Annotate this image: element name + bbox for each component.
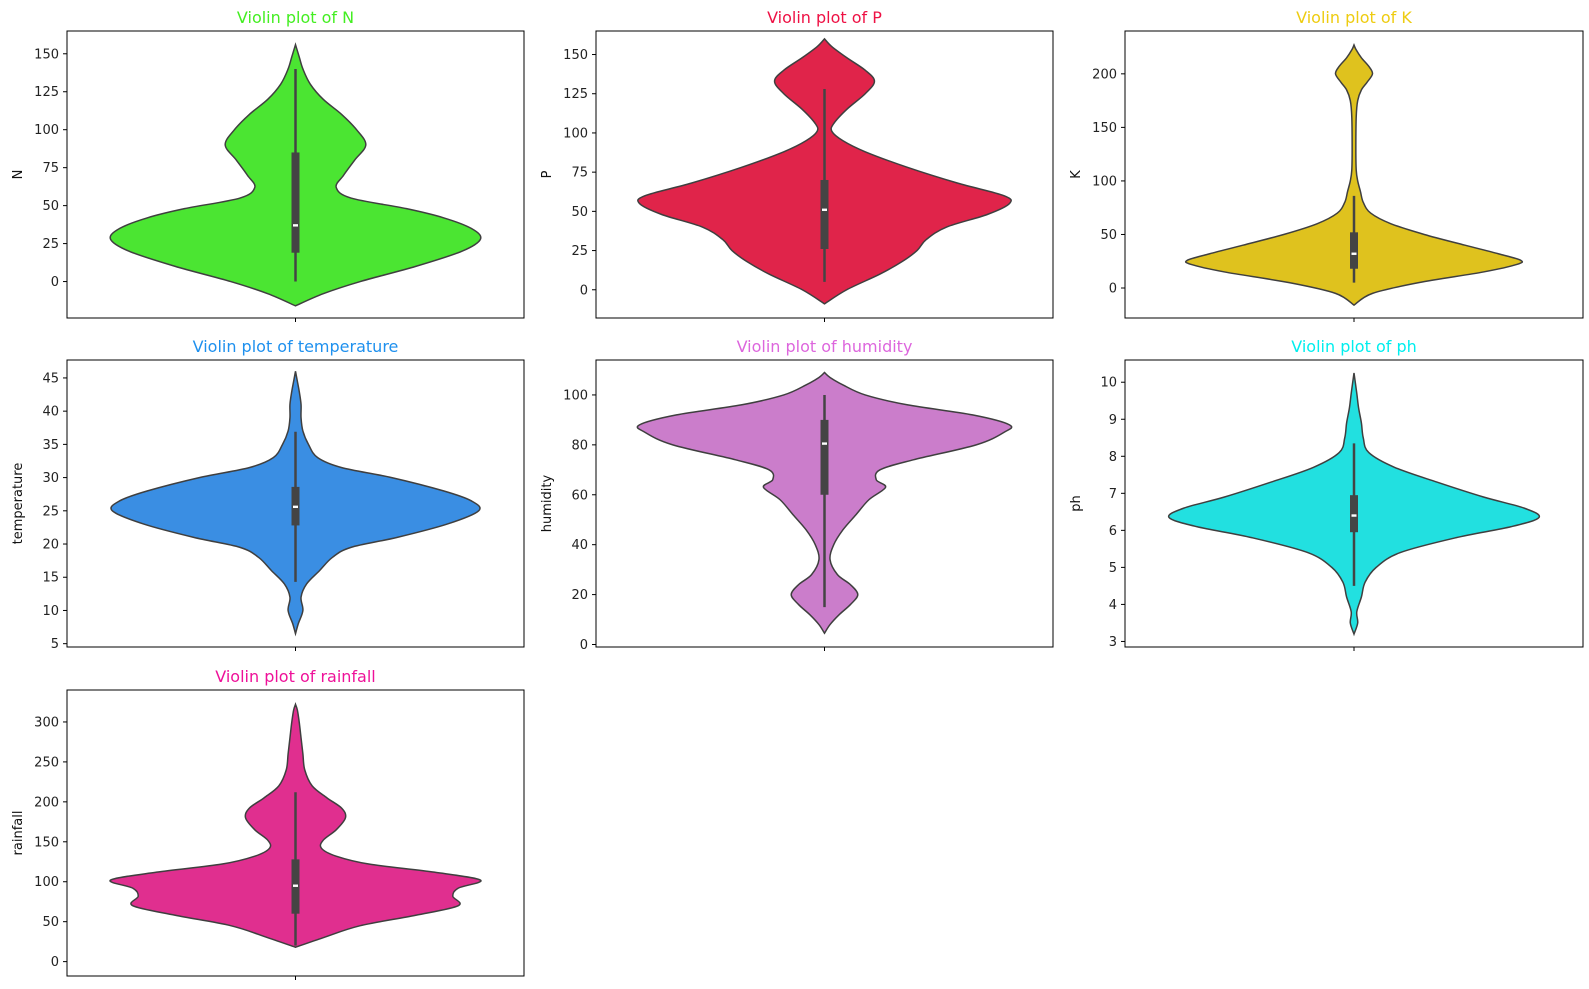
median-marker <box>822 208 827 211</box>
y-tick-label: 150 <box>34 835 59 850</box>
y-tick-label: 50 <box>42 915 59 930</box>
y-axis-label: temperature <box>11 463 26 545</box>
subplot-title: Violin plot of K <box>1296 8 1412 27</box>
subplot-title: Violin plot of ph <box>1291 337 1417 356</box>
violin-body <box>1184 43 1524 307</box>
iqr-box <box>820 419 829 495</box>
y-tick-label: 0 <box>51 275 59 290</box>
y-tick-label: 75 <box>571 166 588 181</box>
y-tick-label: 50 <box>571 205 588 220</box>
y-tick-label: 5 <box>51 637 59 652</box>
y-tick-label: 75 <box>42 161 59 176</box>
subplot-2: Violin plot of P P 0 25 50 75 100 125 150 <box>540 8 1054 322</box>
subplot-6: Violin plot of ph ph 3 4 5 6 7 8 9 10 <box>1069 337 1584 651</box>
y-tick-label: 300 <box>34 715 59 730</box>
subplot-title: Violin plot of N <box>237 8 354 27</box>
y-tick-label: 150 <box>563 48 588 63</box>
subplot-title: Violin plot of humidity <box>737 337 913 356</box>
subplot-title: Violin plot of P <box>767 8 882 27</box>
y-tick-label: 100 <box>563 126 588 141</box>
y-tick-label: 9 <box>1109 413 1117 428</box>
y-tick-label: 5 <box>1109 561 1117 576</box>
iqr-box <box>1350 232 1358 269</box>
median-marker <box>293 505 298 509</box>
y-tick-label: 60 <box>571 488 588 503</box>
subplot-5: Violin plot of humidity humidity 0 20 40 60 80… <box>540 337 1054 653</box>
y-tick-label: 150 <box>34 47 59 62</box>
y-tick-label: 15 <box>42 571 59 586</box>
y-tick-label: 50 <box>1100 228 1117 243</box>
y-tick-label: 40 <box>42 405 59 420</box>
y-tick-label: 6 <box>1109 524 1117 539</box>
y-tick-label: 3 <box>1109 635 1117 650</box>
y-tick-label: 30 <box>42 471 59 486</box>
subplot-7: Violin plot of rainfall rainfall 0 50 100 150… <box>11 667 525 980</box>
subplot-title: Violin plot of temperature <box>193 337 399 356</box>
y-tick-label: 25 <box>42 237 59 252</box>
y-tick-label: 125 <box>563 87 588 102</box>
iqr-box <box>820 179 829 249</box>
y-tick-label: 150 <box>1092 121 1117 136</box>
y-axis-label: humidity <box>540 474 555 532</box>
y-tick-label: 20 <box>571 588 588 603</box>
y-tick-label: 0 <box>51 955 59 970</box>
subplot-4: Violin plot of temperature temperature 5 10… <box>11 337 525 652</box>
y-tick-label: 250 <box>34 755 59 770</box>
subplot-title: Violin plot of rainfall <box>215 667 376 686</box>
iqr-box <box>1350 495 1358 533</box>
y-tick-label: 100 <box>34 123 59 138</box>
median-marker <box>293 884 298 887</box>
y-tick-label: 0 <box>580 283 588 298</box>
y-tick-label: 0 <box>580 638 588 653</box>
median-marker <box>1351 252 1357 255</box>
y-tick-label: 40 <box>571 538 588 553</box>
subplot-3: Violin plot of K K 0 50 100 150 200 <box>1069 8 1584 322</box>
subplot-1: Violin plot of N N 0 25 50 75 100 125 150 <box>11 8 525 322</box>
y-tick-label: 100 <box>34 875 59 890</box>
y-tick-label: 4 <box>1109 598 1117 613</box>
y-axis-label: rainfall <box>11 811 26 856</box>
y-tick-label: 80 <box>571 438 588 453</box>
y-tick-label: 20 <box>42 538 59 553</box>
y-axis-label: P <box>540 170 555 178</box>
y-axis-label: N <box>11 170 26 180</box>
y-tick-label: 200 <box>34 795 59 810</box>
y-axis-label: ph <box>1069 495 1084 512</box>
y-tick-label: 10 <box>42 604 59 619</box>
y-tick-label: 25 <box>571 244 588 259</box>
y-tick-label: 100 <box>1092 174 1117 189</box>
median-marker <box>1351 514 1357 517</box>
y-tick-label: 0 <box>1109 282 1117 297</box>
y-tick-label: 50 <box>42 199 59 214</box>
y-axis-label: K <box>1069 170 1084 179</box>
y-tick-label: 200 <box>1092 67 1117 82</box>
y-tick-label: 8 <box>1109 450 1117 465</box>
y-tick-label: 25 <box>42 504 59 519</box>
y-tick-label: 10 <box>1100 376 1117 391</box>
median-marker <box>293 224 298 227</box>
y-tick-label: 7 <box>1109 487 1117 502</box>
iqr-box <box>291 152 300 253</box>
y-tick-label: 35 <box>42 438 59 453</box>
y-tick-label: 125 <box>34 85 59 100</box>
y-tick-label: 45 <box>42 371 59 386</box>
y-tick-label: 100 <box>563 388 588 403</box>
median-marker <box>822 442 827 445</box>
